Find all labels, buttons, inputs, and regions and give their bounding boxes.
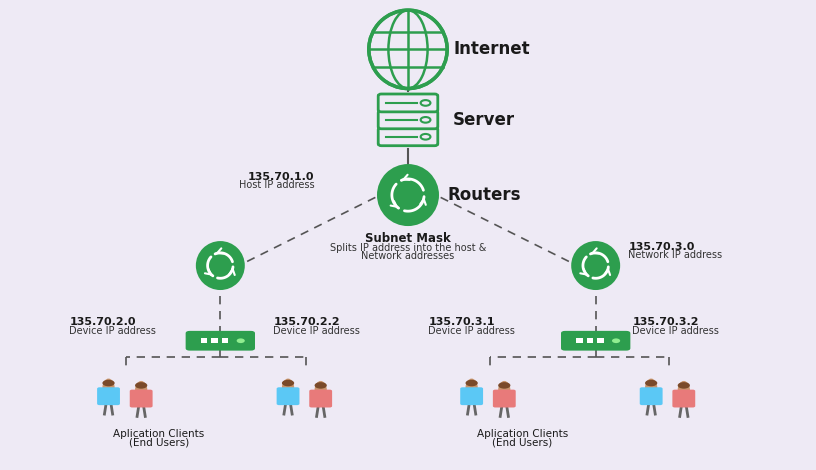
- FancyBboxPatch shape: [211, 338, 218, 343]
- Ellipse shape: [369, 10, 447, 88]
- Ellipse shape: [677, 382, 690, 389]
- Ellipse shape: [314, 382, 326, 389]
- Ellipse shape: [282, 378, 294, 397]
- Circle shape: [237, 338, 245, 343]
- Text: 135.70.3.0: 135.70.3.0: [628, 242, 694, 252]
- Ellipse shape: [498, 382, 511, 389]
- Text: Server: Server: [453, 111, 515, 129]
- Text: Routers: Routers: [447, 186, 521, 204]
- FancyBboxPatch shape: [379, 111, 437, 129]
- Ellipse shape: [314, 381, 326, 400]
- Circle shape: [612, 338, 620, 343]
- Text: 135.70.3.1: 135.70.3.1: [428, 317, 494, 327]
- Ellipse shape: [465, 378, 477, 397]
- FancyBboxPatch shape: [379, 94, 437, 112]
- Ellipse shape: [103, 380, 114, 386]
- Text: Splits IP address into the host &: Splits IP address into the host &: [330, 243, 486, 253]
- FancyBboxPatch shape: [576, 338, 583, 343]
- Text: Network IP address: Network IP address: [628, 251, 722, 260]
- FancyBboxPatch shape: [460, 387, 483, 405]
- Ellipse shape: [645, 380, 657, 386]
- Text: Internet: Internet: [454, 40, 530, 58]
- FancyBboxPatch shape: [587, 338, 593, 343]
- Text: Device IP address: Device IP address: [632, 326, 719, 336]
- Text: Host IP address: Host IP address: [238, 180, 314, 190]
- Text: (End Users): (End Users): [129, 438, 189, 447]
- Text: Device IP address: Device IP address: [273, 326, 360, 336]
- Circle shape: [421, 134, 431, 140]
- FancyBboxPatch shape: [640, 387, 663, 405]
- Ellipse shape: [677, 381, 690, 400]
- Text: Network addresses: Network addresses: [361, 251, 455, 261]
- Text: Aplication Clients: Aplication Clients: [113, 429, 205, 439]
- Text: Aplication Clients: Aplication Clients: [477, 429, 568, 439]
- Ellipse shape: [196, 241, 245, 290]
- Text: 135.70.2.0: 135.70.2.0: [69, 317, 135, 327]
- FancyBboxPatch shape: [222, 338, 228, 343]
- Ellipse shape: [498, 381, 511, 400]
- Ellipse shape: [282, 380, 294, 386]
- Text: Device IP address: Device IP address: [428, 326, 515, 336]
- Text: Device IP address: Device IP address: [69, 326, 156, 336]
- Ellipse shape: [571, 241, 620, 290]
- FancyBboxPatch shape: [186, 331, 255, 351]
- Text: Subnet Mask: Subnet Mask: [365, 232, 451, 245]
- Text: (End Users): (End Users): [492, 438, 552, 447]
- FancyBboxPatch shape: [597, 338, 604, 343]
- FancyBboxPatch shape: [561, 331, 630, 351]
- Text: 135.70.1.0: 135.70.1.0: [248, 172, 314, 181]
- Circle shape: [421, 100, 431, 106]
- FancyBboxPatch shape: [277, 387, 299, 405]
- Ellipse shape: [103, 378, 114, 397]
- Ellipse shape: [135, 381, 147, 400]
- FancyBboxPatch shape: [309, 390, 332, 407]
- Ellipse shape: [465, 380, 477, 386]
- FancyBboxPatch shape: [130, 390, 153, 407]
- FancyBboxPatch shape: [672, 390, 695, 407]
- Ellipse shape: [377, 164, 439, 226]
- Text: 135.70.2.2: 135.70.2.2: [273, 317, 340, 327]
- Ellipse shape: [135, 382, 147, 389]
- Text: 135.70.3.2: 135.70.3.2: [632, 317, 698, 327]
- Circle shape: [421, 117, 431, 123]
- Ellipse shape: [645, 378, 657, 397]
- FancyBboxPatch shape: [201, 338, 207, 343]
- FancyBboxPatch shape: [493, 390, 516, 407]
- FancyBboxPatch shape: [379, 128, 437, 146]
- FancyBboxPatch shape: [97, 387, 120, 405]
